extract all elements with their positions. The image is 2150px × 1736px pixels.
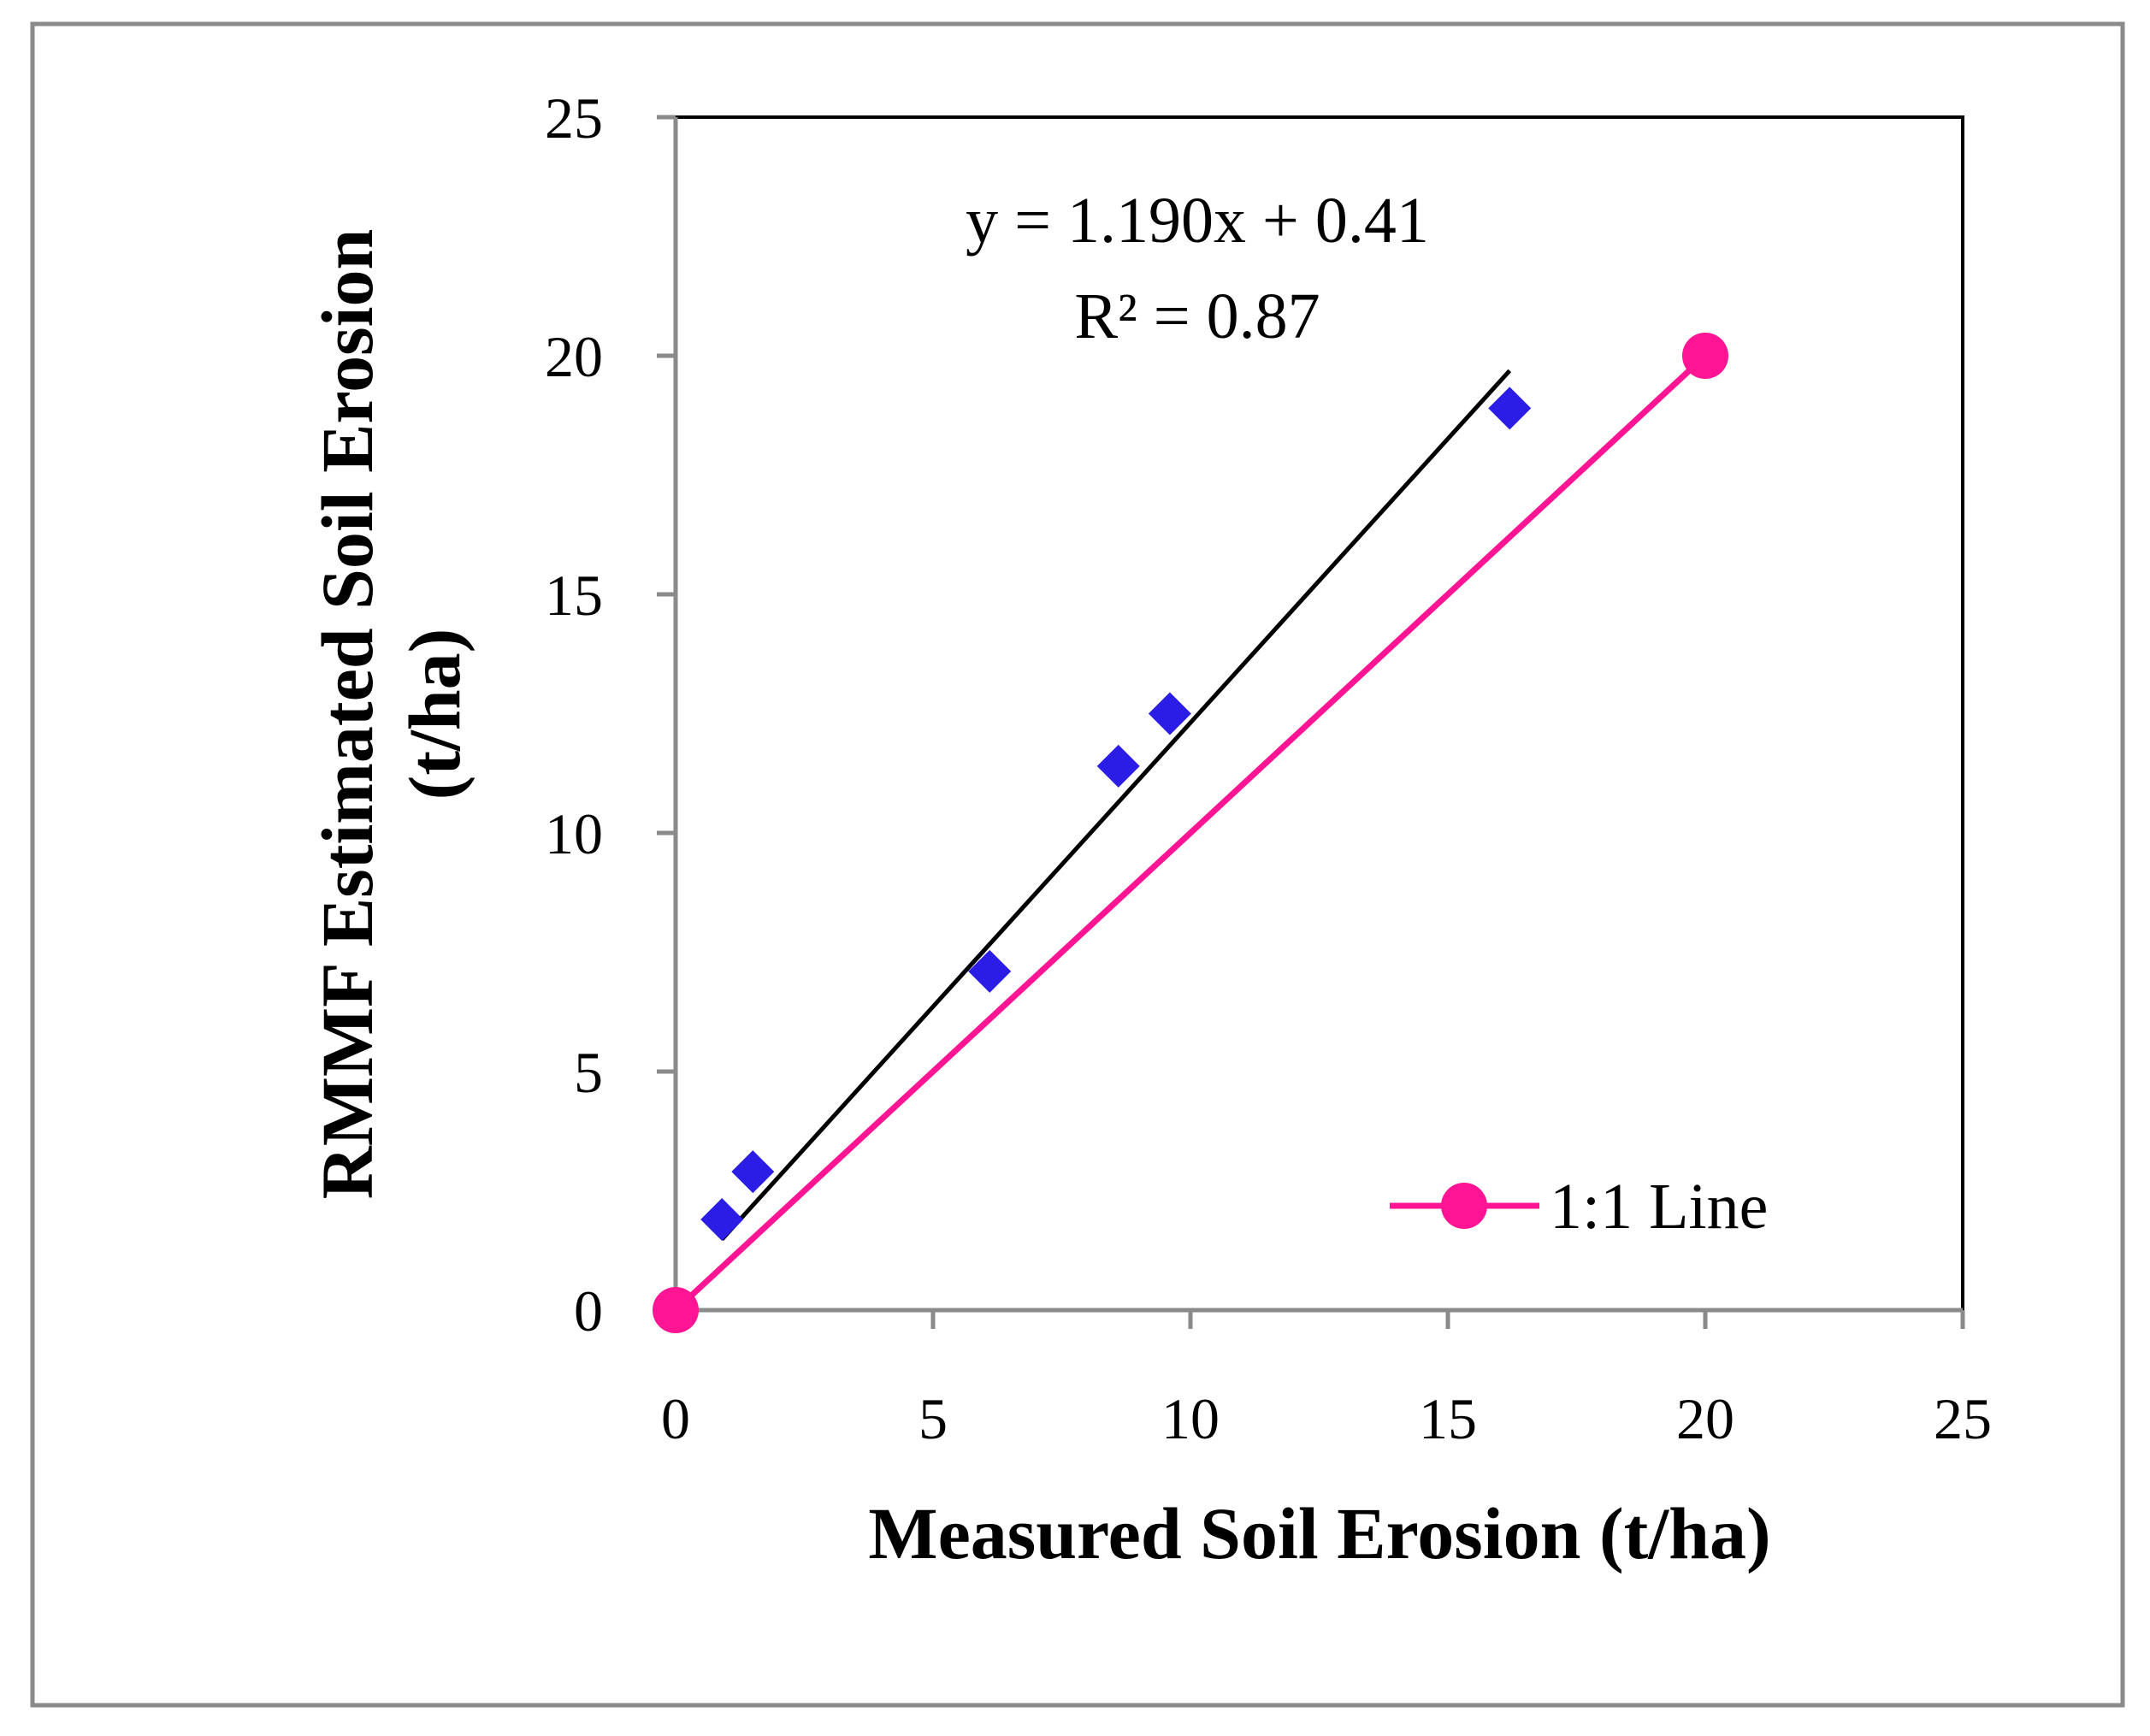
y-tick-label: 25 [545,86,603,151]
x-tick-label: 0 [661,1386,690,1451]
scatter-point [1148,692,1191,735]
trendline-equation: y = 1.190x + 0.41 [966,185,1429,257]
y-axis-title-line2: (t/ha) [393,629,475,800]
legend-marker-swatch [1441,1183,1487,1229]
one-to-one-series [653,333,1728,1333]
y-tick-label: 5 [574,1040,603,1105]
scatter-point [1488,387,1532,430]
trendline-r2: R² = 0.87 [1074,280,1320,352]
scatter-point [1096,744,1140,788]
scatter-point [968,949,1012,993]
y-tick-label: 15 [545,563,603,628]
trendline [720,369,1512,1242]
one-to-one-point [1682,333,1728,379]
legend-label: 1:1 Line [1550,1171,1768,1243]
one-to-one-point [653,1287,699,1333]
y-tick-label: 10 [545,801,603,866]
x-tick-label: 10 [1161,1386,1220,1451]
x-axis-title: Measured Soil Erosion (t/ha) [868,1492,1770,1574]
legend: 1:1 Line [1390,1171,1768,1243]
x-tick-label: 20 [1676,1386,1734,1451]
y-tick-label: 20 [545,324,603,389]
y-ticks: 0 5 10 15 20 25 [545,86,676,1343]
y-axis-title-line1: RMMF Estimated Soil Erosion [306,229,388,1200]
y-tick-label: 0 [574,1278,603,1343]
x-tick-label: 5 [918,1386,948,1451]
scatter-point [700,1197,744,1241]
scatter-series [700,387,1532,1241]
x-tick-label: 15 [1419,1386,1477,1451]
one-to-one-line [673,353,1708,1313]
x-tick-label: 25 [1934,1386,1992,1451]
scatter-point [731,1150,775,1194]
y-axis-title: RMMF Estimated Soil Erosion (t/ha) [306,229,475,1200]
x-ticks: 0 5 10 15 20 25 [661,1310,1992,1451]
